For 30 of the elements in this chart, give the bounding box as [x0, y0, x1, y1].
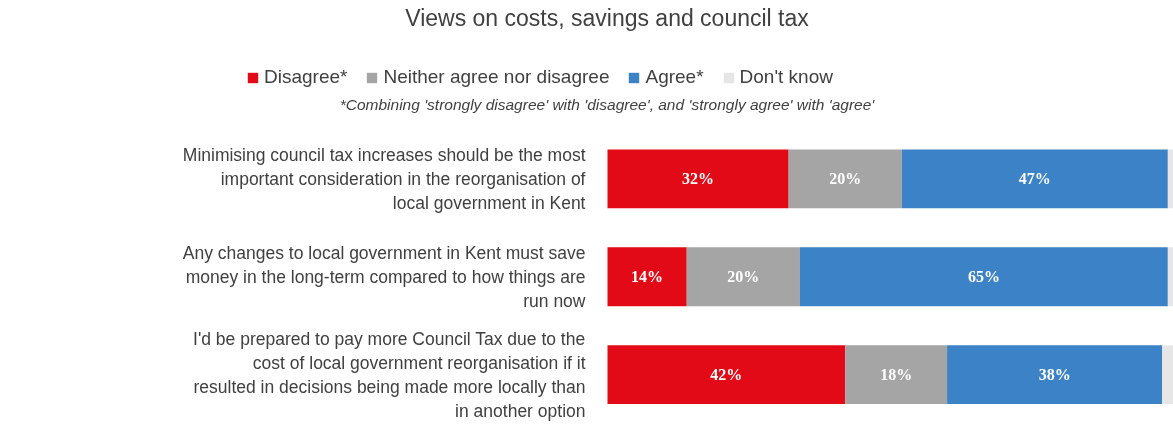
bar [607, 345, 846, 405]
bar [1167, 247, 1173, 307]
legend-label: Neither agree nor disagree [383, 66, 610, 88]
legend-label: Agree* [645, 66, 704, 88]
y-tick-label: I'd be prepared to pay more Council Tax due to the cost of local government reorganisation if it resulted in decisions being made more locally than in another option [193, 328, 586, 421]
data-label: 32% [682, 170, 715, 188]
data-label: 65% [967, 268, 1000, 286]
bar [686, 247, 800, 307]
bar [845, 345, 948, 405]
data-label: 18% [880, 366, 913, 384]
legend-label: Disagree* [264, 66, 348, 88]
bar [607, 149, 789, 209]
chart-subtitle: *Combining 'strongly disagree' with 'disagree', and 'strongly agree' with 'agree' [339, 95, 876, 113]
data-label: 47% [1018, 170, 1051, 188]
bar [901, 149, 1168, 209]
data-label: 42% [710, 366, 743, 384]
bar [788, 149, 902, 209]
bar [947, 345, 1163, 405]
bar [1162, 345, 1173, 405]
data-label: 14% [631, 268, 664, 286]
data-label: 20% [829, 170, 862, 188]
data-label: 38% [1038, 366, 1071, 384]
data-label: 20% [727, 268, 760, 286]
bar [1167, 149, 1173, 209]
y-tick-label: Any changes to local government in Kent must save money in the long-term compared to how things are run now [182, 242, 586, 311]
legend-label: Don't know [739, 66, 833, 88]
y-tick-label: Minimising council tax increases should be the most important consideration in the reorganisation of local government in Kent [182, 144, 586, 213]
bar [607, 247, 687, 307]
bar [799, 247, 1168, 307]
chart-title: Views on costs, savings and council tax [405, 4, 810, 31]
